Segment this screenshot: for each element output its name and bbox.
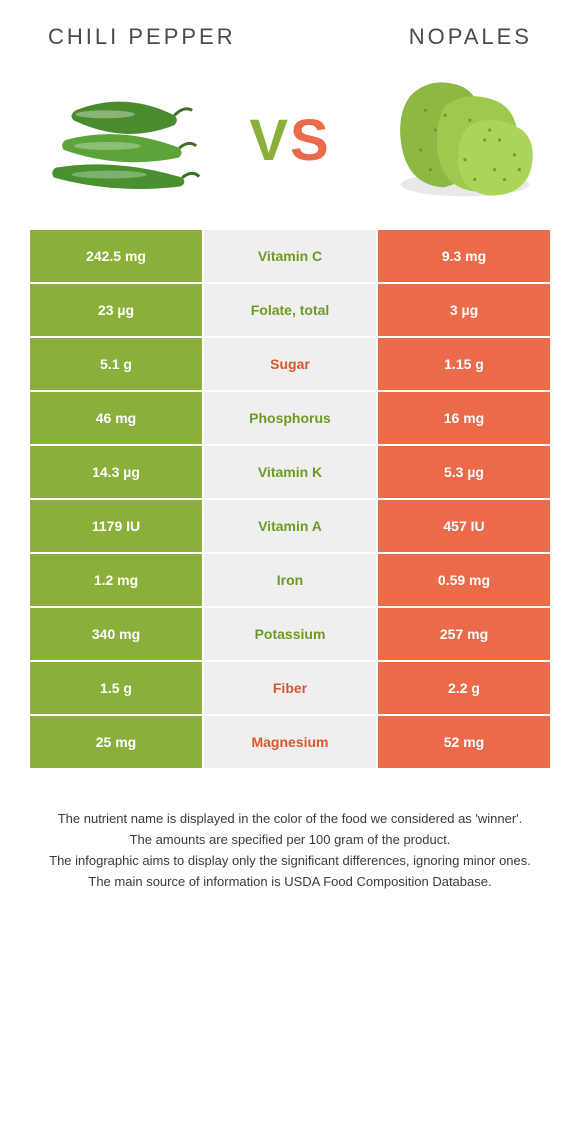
table-row: 1179 IUVitamin A457 IU xyxy=(30,500,550,554)
table-row: 242.5 mgVitamin C9.3 mg xyxy=(30,230,550,284)
left-value: 5.1 g xyxy=(30,338,204,392)
left-value: 25 mg xyxy=(30,716,204,770)
nutrient-label: Vitamin K xyxy=(204,446,378,500)
left-value: 1179 IU xyxy=(30,500,204,554)
table-row: 1.5 gFiber2.2 g xyxy=(30,662,550,716)
nutrient-label: Vitamin A xyxy=(204,500,378,554)
nutrient-label: Sugar xyxy=(204,338,378,392)
right-value: 257 mg xyxy=(378,608,550,662)
left-value: 1.5 g xyxy=(30,662,204,716)
nutrient-label: Fiber xyxy=(204,662,378,716)
right-value: 16 mg xyxy=(378,392,550,446)
table-row: 23 µgFolate, total3 µg xyxy=(30,284,550,338)
right-value: 3 µg xyxy=(378,284,550,338)
left-value: 340 mg xyxy=(30,608,204,662)
left-value: 23 µg xyxy=(30,284,204,338)
chili-pepper-image xyxy=(36,70,204,210)
nutrient-table: 242.5 mgVitamin C9.3 mg23 µgFolate, tota… xyxy=(30,230,550,770)
footer-line: The main source of information is USDA F… xyxy=(40,873,540,892)
right-value: 457 IU xyxy=(378,500,550,554)
left-value: 242.5 mg xyxy=(30,230,204,284)
nutrient-label: Folate, total xyxy=(204,284,378,338)
table-row: 46 mgPhosphorus16 mg xyxy=(30,392,550,446)
table-row: 14.3 µgVitamin K5.3 µg xyxy=(30,446,550,500)
nutrient-label: Phosphorus xyxy=(204,392,378,446)
footer-notes: The nutrient name is displayed in the co… xyxy=(30,810,550,893)
footer-line: The nutrient name is displayed in the co… xyxy=(40,810,540,829)
table-row: 5.1 gSugar1.15 g xyxy=(30,338,550,392)
vs-s: S xyxy=(290,108,331,173)
header: Chili pepper Nopales xyxy=(30,24,550,60)
nutrient-label: Iron xyxy=(204,554,378,608)
right-value: 5.3 µg xyxy=(378,446,550,500)
right-value: 9.3 mg xyxy=(378,230,550,284)
right-value: 2.2 g xyxy=(378,662,550,716)
vs-label: VS xyxy=(249,107,330,174)
table-row: 25 mgMagnesium52 mg xyxy=(30,716,550,770)
nutrient-label: Potassium xyxy=(204,608,378,662)
nutrient-label: Magnesium xyxy=(204,716,378,770)
table-row: 340 mgPotassium257 mg xyxy=(30,608,550,662)
left-value: 46 mg xyxy=(30,392,204,446)
nopales-image xyxy=(376,70,544,210)
right-value: 0.59 mg xyxy=(378,554,550,608)
vs-v: V xyxy=(249,108,290,173)
left-value: 1.2 mg xyxy=(30,554,204,608)
right-value: 1.15 g xyxy=(378,338,550,392)
left-food-title: Chili pepper xyxy=(48,24,236,50)
right-food-title: Nopales xyxy=(409,24,532,50)
footer-line: The amounts are specified per 100 gram o… xyxy=(40,831,540,850)
left-value: 14.3 µg xyxy=(30,446,204,500)
table-row: 1.2 mgIron0.59 mg xyxy=(30,554,550,608)
right-value: 52 mg xyxy=(378,716,550,770)
images-row: VS xyxy=(30,60,550,230)
footer-line: The infographic aims to display only the… xyxy=(40,852,540,871)
nutrient-label: Vitamin C xyxy=(204,230,378,284)
